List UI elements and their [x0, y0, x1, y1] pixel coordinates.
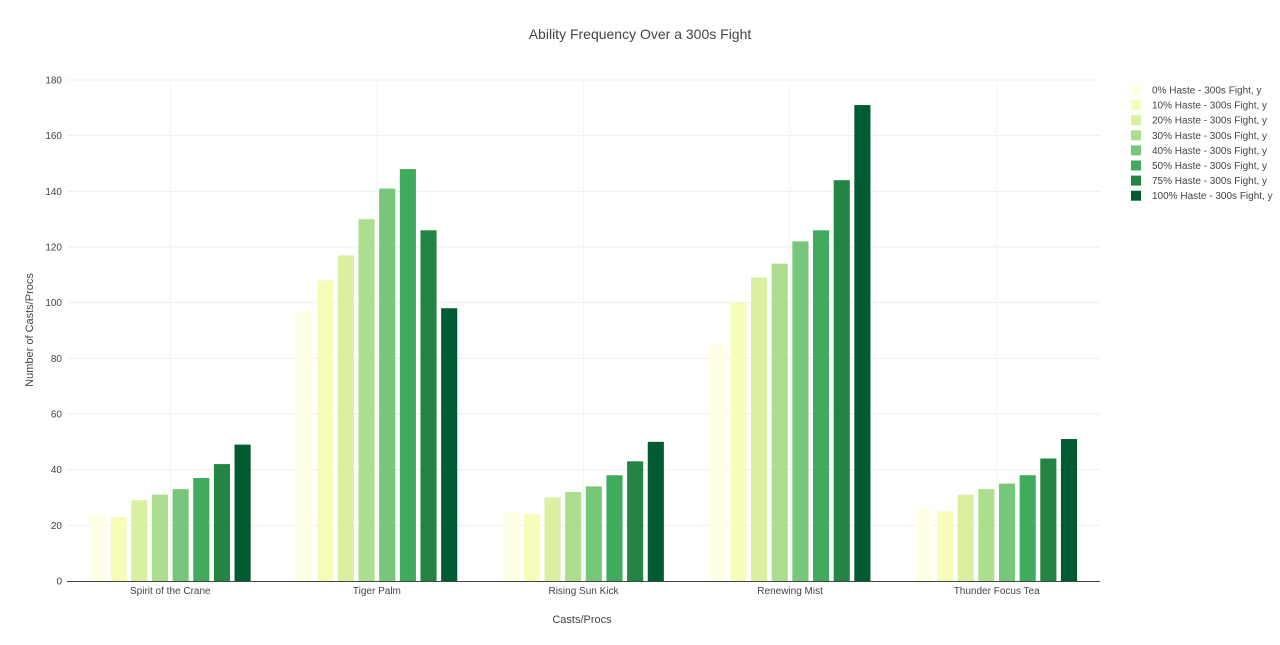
bar[interactable]	[709, 344, 726, 581]
bar[interactable]	[730, 302, 747, 581]
legend-label: 20% Haste - 300s Fight, y	[1152, 116, 1267, 127]
legend-item[interactable]: 40% Haste - 300s Fight, y	[1131, 145, 1267, 157]
legend[interactable]: 0% Haste - 300s Fight, y 10% Haste - 300s…	[1131, 85, 1273, 202]
bar[interactable]	[544, 497, 561, 582]
bar[interactable]	[792, 241, 809, 581]
legend-item[interactable]: 50% Haste - 300s Fight, y	[1131, 160, 1267, 173]
bar[interactable]	[317, 280, 334, 581]
y-tick-label: 60	[51, 410, 63, 421]
x-tick-labels: Spirit of the Crane Tiger Palm Rising Sun …	[130, 586, 1040, 597]
legend-label: 30% Haste - 300s Fight, y	[1152, 131, 1267, 142]
y-axis-title: Number of Casts/Procs	[24, 273, 36, 387]
bar[interactable]	[833, 180, 850, 581]
legend-label: 0% Haste - 300s Fight, y	[1152, 86, 1262, 97]
bar[interactable]	[151, 494, 169, 581]
legend-label: 100% Haste - 300s Fight, y	[1152, 191, 1273, 202]
bar[interactable]	[89, 514, 107, 581]
y-tick-label: 40	[51, 465, 63, 476]
legend-swatch	[1131, 85, 1141, 95]
bar[interactable]	[337, 255, 354, 581]
bar[interactable]	[213, 464, 230, 581]
bar[interactable]	[523, 514, 540, 581]
bar[interactable]	[565, 491, 582, 581]
bar[interactable]	[193, 478, 210, 581]
x-tick-label: Renewing Mist	[757, 586, 823, 597]
legend-item[interactable]: 10% Haste - 300s Fight, y	[1131, 100, 1267, 112]
x-tick-label: Thunder Focus Tea	[954, 586, 1040, 597]
legend-swatch	[1131, 130, 1141, 141]
bar[interactable]	[441, 308, 458, 581]
bar[interactable]	[420, 230, 437, 582]
chart-title: Ability Frequency Over a 300s Fight	[529, 26, 752, 42]
y-tick-label: 160	[45, 131, 62, 142]
bar[interactable]	[978, 489, 995, 581]
legend-label: 50% Haste - 300s Fight, y	[1152, 161, 1267, 172]
legend-swatch	[1131, 190, 1141, 201]
bar[interactable]	[916, 508, 933, 581]
bar[interactable]	[1019, 475, 1036, 581]
legend-label: 75% Haste - 300s Fight, y	[1152, 176, 1267, 187]
y-tick-label: 120	[45, 243, 62, 254]
bar[interactable]	[172, 489, 189, 581]
x-axis-title: Casts/Procs	[552, 614, 612, 626]
bar[interactable]	[358, 219, 375, 582]
bar[interactable]	[627, 461, 644, 581]
bar[interactable]	[647, 441, 664, 581]
bar[interactable]	[606, 475, 623, 581]
y-tick-label: 100	[45, 298, 62, 309]
x-tick-label: Rising Sun Kick	[548, 586, 619, 597]
legend-item[interactable]: 20% Haste - 300s Fight, y	[1131, 115, 1267, 127]
bar[interactable]	[771, 263, 788, 581]
bar[interactable]	[110, 516, 127, 581]
bar[interactable]	[379, 188, 396, 582]
bars	[89, 105, 1078, 582]
legend-item[interactable]: 75% Haste - 300s Fight, y	[1131, 175, 1267, 188]
legend-item[interactable]: 0% Haste - 300s Fight, y	[1131, 85, 1262, 97]
legend-label: 40% Haste - 300s Fight, y	[1152, 146, 1267, 157]
y-tick-label: 0	[56, 577, 62, 588]
bar[interactable]	[957, 494, 974, 581]
legend-item[interactable]: 30% Haste - 300s Fight, y	[1131, 130, 1267, 142]
bar[interactable]	[854, 105, 871, 582]
bar[interactable]	[234, 444, 251, 581]
legend-swatch	[1131, 145, 1141, 156]
legend-swatch	[1131, 100, 1141, 111]
x-tick-label: Tiger Palm	[353, 586, 401, 597]
y-tick-label: 80	[51, 354, 63, 365]
bar[interactable]	[296, 311, 313, 581]
bar[interactable]	[751, 277, 768, 581]
bar[interactable]	[1040, 458, 1057, 581]
bar[interactable]	[503, 511, 520, 581]
bar[interactable]	[585, 486, 602, 581]
grid	[67, 79, 1100, 581]
bar[interactable]	[1060, 439, 1078, 581]
y-tick-label: 20	[51, 521, 63, 532]
y-tick-label: 180	[45, 76, 62, 87]
legend-item[interactable]: 100% Haste - 300s Fight, y	[1131, 190, 1273, 203]
bar[interactable]	[813, 230, 830, 582]
bar[interactable]	[936, 511, 954, 581]
bar[interactable]	[998, 483, 1016, 581]
x-tick-label: Spirit of the Crane	[130, 586, 211, 597]
legend-swatch	[1131, 175, 1141, 186]
bar[interactable]	[399, 169, 416, 581]
legend-swatch	[1131, 160, 1141, 171]
legend-swatch	[1131, 115, 1141, 126]
bar[interactable]	[131, 500, 148, 581]
y-tick-label: 140	[45, 187, 62, 198]
y-tick-labels: 0 20 40 60 80 100 120 140 160 180	[45, 76, 62, 588]
legend-label: 10% Haste - 300s Fight, y	[1152, 101, 1267, 112]
